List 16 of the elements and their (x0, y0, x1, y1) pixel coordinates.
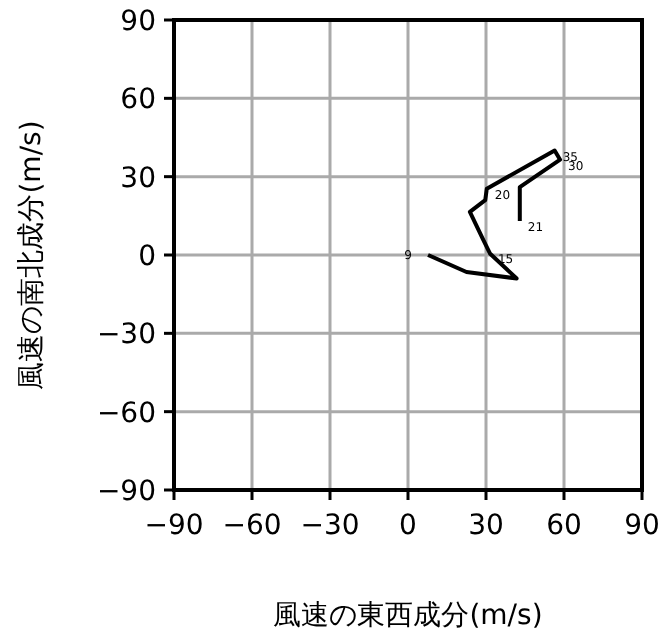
x-tick-label: −30 (300, 510, 360, 542)
x-tick-label: −90 (144, 510, 204, 542)
y-tick-label: 60 (120, 84, 156, 117)
y-tick-label: −90 (96, 476, 156, 508)
y-tick-label: −30 (96, 319, 156, 352)
y-axis-title: 風速の南北成分(m/s) (16, 120, 48, 390)
y-tick-label: 30 (120, 162, 156, 195)
y-tick-label: 90 (120, 6, 156, 38)
x-tick-label: 60 (546, 510, 582, 542)
y-tick-label: 0 (138, 241, 156, 273)
x-tick-label: 30 (468, 510, 504, 542)
x-tick-label: −60 (222, 510, 282, 542)
x-axis-title: 風速の東西成分(m/s) (273, 600, 543, 632)
y-tick-label: −60 (96, 397, 156, 430)
x-tick-label: 90 (624, 510, 660, 542)
x-tick-label: 0 (399, 510, 417, 542)
